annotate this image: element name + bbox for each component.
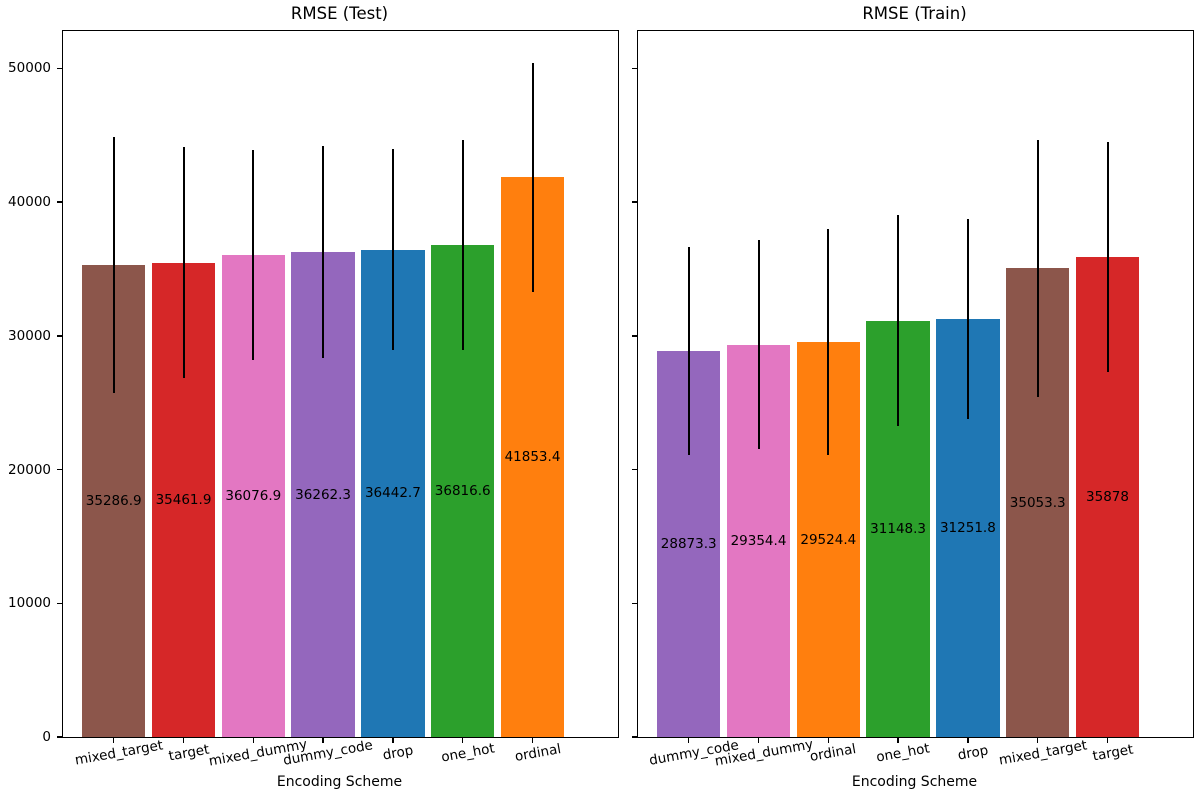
y-tick (631, 736, 637, 738)
x-tick (252, 737, 255, 743)
y-tick-label: 50000 (8, 60, 51, 77)
error-bar-dummy_code (687, 247, 690, 455)
error-bar-drop (966, 218, 969, 420)
x-tick (112, 737, 115, 743)
y-tick (631, 468, 637, 471)
bar-value-label: 29354.4 (730, 532, 787, 549)
y-tick-label: 20000 (8, 461, 51, 478)
x-tick (827, 737, 830, 743)
y-tick-label: 40000 (8, 194, 51, 211)
y-tick (56, 67, 62, 70)
x-tick (687, 737, 690, 743)
x-tick (757, 737, 760, 743)
x-tick (461, 737, 464, 743)
bar-value-label: 36816.6 (434, 482, 491, 499)
bar-value-label: 28873.3 (660, 535, 717, 552)
plot-area: 28873.3 29354.4 29524.4 31148.3 31251.8 35053… (631, 30, 1194, 743)
bar-value-label: 41853.4 (504, 449, 561, 466)
bar-value-label: 29524.4 (800, 531, 857, 548)
bar-value-label: 36442.7 (364, 485, 421, 502)
error-bar-one_hot (897, 214, 900, 427)
y-tick (631, 201, 637, 203)
x-tick (531, 737, 534, 743)
error-bar-ordinal (827, 229, 830, 456)
y-tick (631, 67, 637, 70)
x-tick (182, 737, 185, 743)
error-bar-mixed_dummy (252, 149, 255, 360)
bar-value-label: 31148.3 (870, 520, 926, 537)
y-tick (631, 602, 637, 605)
x-axis-label: Encoding Scheme (851, 774, 978, 790)
error-bar-drop (391, 149, 394, 350)
x-axis-label: Encoding Scheme (276, 774, 403, 790)
error-bar-mixed_target (112, 137, 115, 393)
y-tick-label: 0 (42, 729, 51, 745)
y-tick (56, 736, 62, 738)
y-tick-label: 10000 (8, 595, 51, 612)
x-tick (322, 737, 324, 743)
x-tick (392, 737, 394, 743)
y-tick-label: 30000 (8, 327, 51, 344)
error-bar-one_hot (461, 139, 464, 350)
bar-value-label: 35053.3 (1009, 494, 1066, 511)
bar-value-label: 36262.3 (295, 486, 351, 503)
error-bar-target (1106, 142, 1109, 373)
y-tick (56, 602, 62, 605)
y-tick (56, 201, 62, 203)
error-bar-dummy_code (322, 145, 325, 359)
bar-value-label: 35878 (1086, 489, 1129, 506)
bar-value-label: 36076.9 (225, 487, 282, 504)
error-bar-ordinal (531, 63, 534, 292)
chart-title: RMSE (Test) (290, 4, 389, 23)
x-tick (1106, 737, 1109, 743)
y-tick (56, 335, 62, 337)
error-bar-mixed_dummy (757, 240, 760, 449)
chart-title: RMSE (Train) (862, 4, 967, 23)
bar-value-label: 35286.9 (85, 493, 142, 510)
x-tick (1036, 737, 1039, 743)
bar-value-label: 35461.9 (155, 491, 212, 508)
y-tick (631, 335, 637, 337)
error-bar-target (182, 147, 185, 379)
y-tick (56, 468, 62, 471)
bar-value-label: 31251.8 (939, 520, 996, 537)
plot-area: 0 10000 20000 30000 40000 50000 35286.9 35461.9… (8, 30, 619, 745)
x-tick (897, 737, 899, 743)
error-bar-mixed_target (1036, 139, 1039, 397)
x-tick (967, 737, 969, 743)
